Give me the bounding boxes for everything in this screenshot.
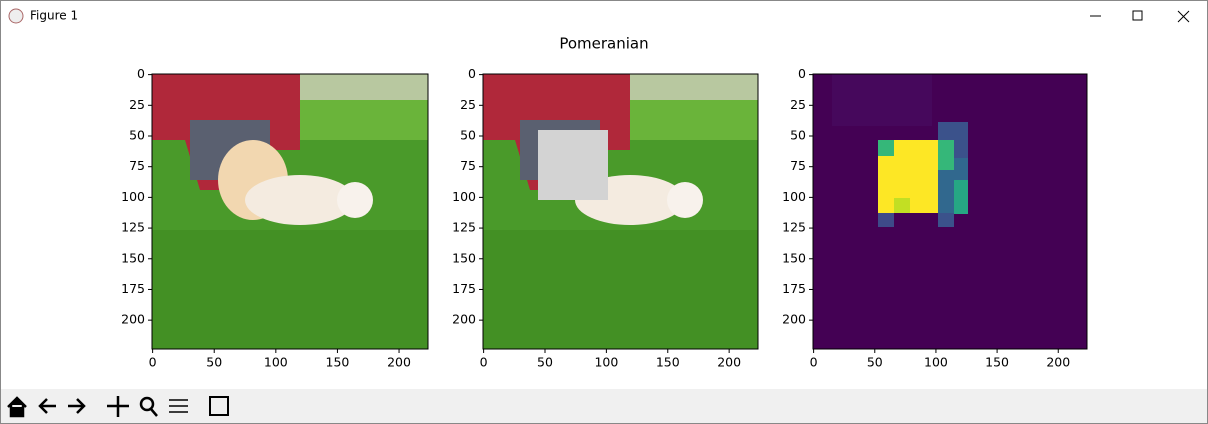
x-tick-label: 0: [480, 355, 488, 370]
y-tick-label: 25: [129, 97, 145, 112]
x-tick-label: 50: [867, 355, 883, 370]
y-tick-label: 0: [798, 66, 806, 81]
y-tick-label: 125: [121, 220, 145, 235]
save-button[interactable]: [206, 392, 232, 420]
pan-button[interactable]: [105, 392, 131, 420]
forward-button[interactable]: [64, 392, 90, 420]
configure-button[interactable]: [165, 392, 191, 420]
heatmap: [813, 74, 1087, 349]
y-tick-label: 125: [452, 220, 476, 235]
app-icon: [8, 8, 24, 24]
x-tick-label: 0: [149, 355, 157, 370]
x-tick-label: 150: [985, 355, 1009, 370]
y-tick-label: 150: [782, 250, 806, 265]
y-tick-label: 50: [460, 127, 476, 142]
x-tick-label: 200: [1046, 355, 1070, 370]
y-tick-label: 175: [782, 281, 806, 296]
y-tick-label: 0: [468, 66, 476, 81]
axes-frame: [482, 73, 759, 350]
y-tick-label: 200: [782, 312, 806, 327]
toolbar: [1, 389, 1207, 423]
y-tick-label: 25: [460, 97, 476, 112]
home-button[interactable]: [4, 392, 30, 420]
x-tick-label: 0: [810, 355, 818, 370]
x-tick-label: 150: [656, 355, 680, 370]
y-tick-label: 75: [129, 158, 145, 173]
y-tick-label: 200: [452, 312, 476, 327]
x-tick-label: 200: [717, 355, 741, 370]
y-tick-label: 75: [460, 158, 476, 173]
x-tick-label: 50: [537, 355, 553, 370]
close-button[interactable]: [1177, 10, 1190, 23]
x-tick-label: 100: [924, 355, 948, 370]
y-tick-label: 150: [452, 250, 476, 265]
axes-frame: [151, 73, 429, 350]
y-tick-label: 100: [121, 189, 145, 204]
axes-frame: [812, 73, 1088, 350]
x-tick-label: 150: [326, 355, 350, 370]
y-tick-label: 150: [121, 250, 145, 265]
y-tick-label: 25: [790, 97, 806, 112]
x-tick-label: 200: [387, 355, 411, 370]
y-tick-label: 75: [790, 158, 806, 173]
x-tick-label: 100: [264, 355, 288, 370]
maximize-button[interactable]: [1132, 10, 1143, 21]
figure-title: Pomeranian: [559, 35, 648, 53]
y-tick-label: 175: [452, 281, 476, 296]
y-tick-label: 100: [452, 189, 476, 204]
y-tick-label: 200: [121, 312, 145, 327]
occlusion-patch: [538, 130, 608, 200]
window-title: Figure 1: [30, 9, 78, 23]
y-tick-label: 125: [782, 220, 806, 235]
y-tick-label: 50: [129, 127, 145, 142]
image: [152, 74, 428, 349]
zoom-button[interactable]: [135, 392, 161, 420]
x-tick-label: 50: [206, 355, 222, 370]
y-tick-label: 50: [790, 127, 806, 142]
x-tick-label: 100: [594, 355, 618, 370]
back-button[interactable]: [34, 392, 60, 420]
y-tick-label: 100: [782, 189, 806, 204]
y-tick-label: 0: [137, 66, 145, 81]
image: [483, 74, 758, 349]
y-tick-label: 175: [121, 281, 145, 296]
